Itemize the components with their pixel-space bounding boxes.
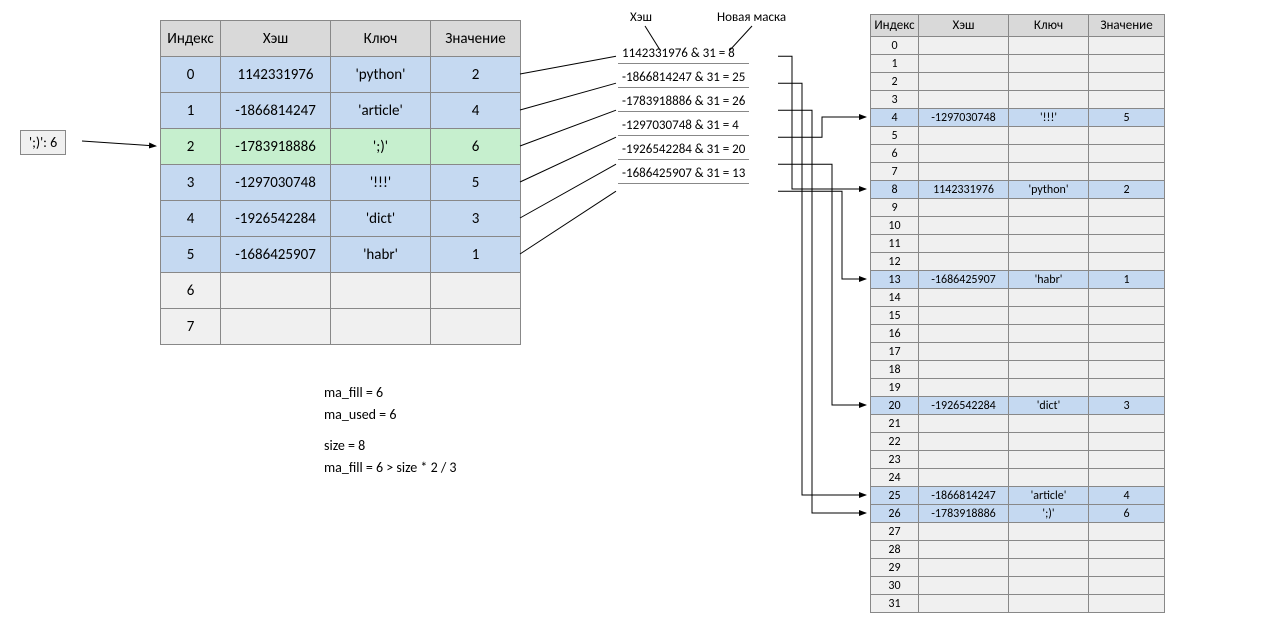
table-row: 4-1926542284'dict'3 <box>161 201 521 237</box>
table-row: 1 <box>871 55 1165 73</box>
right-th-value: Значение <box>1089 15 1165 37</box>
table-row: 81142331976'python'2 <box>871 181 1165 199</box>
table-row: 22 <box>871 433 1165 451</box>
table-row: 16 <box>871 325 1165 343</box>
calc-label-hash: Хэш <box>630 10 652 25</box>
table-row: 29 <box>871 559 1165 577</box>
table-row: 3-1297030748'!!!'5 <box>161 165 521 201</box>
table-row: 27 <box>871 523 1165 541</box>
table-row: 7 <box>161 309 521 345</box>
table-row: 7 <box>871 163 1165 181</box>
table-row: 9 <box>871 199 1165 217</box>
stats-block: ma_fill = 6 ma_used = 6 size = 8 ma_fill… <box>324 382 457 480</box>
left-th-key: Ключ <box>331 21 431 57</box>
table-row: 18 <box>871 361 1165 379</box>
table-row: 19 <box>871 379 1165 397</box>
table-row: 3 <box>871 91 1165 109</box>
right-table: Индекс Хэш Ключ Значение 01234-129703074… <box>870 14 1165 613</box>
table-row: 26-1783918886';)'6 <box>871 505 1165 523</box>
table-row: 2 <box>871 73 1165 91</box>
table-row: 30 <box>871 577 1165 595</box>
table-row: 15 <box>871 307 1165 325</box>
table-row: 11 <box>871 235 1165 253</box>
calc-list: 1142331976 & 31 = 8-1866814247 & 31 = 25… <box>618 40 749 184</box>
table-row: 23 <box>871 451 1165 469</box>
stats-line2: ma_used = 6 <box>324 404 457 426</box>
table-row: 5 <box>871 127 1165 145</box>
stats-line4: ma_fill = 6 > size * 2 / 3 <box>324 457 457 479</box>
table-row: 25-1866814247'article'4 <box>871 487 1165 505</box>
table-row: 2-1783918886';)'6 <box>161 129 521 165</box>
table-row: 6 <box>871 145 1165 163</box>
table-row: 5-1686425907'habr'1 <box>161 237 521 273</box>
calc-row: -1926542284 & 31 = 20 <box>618 136 749 160</box>
table-row: 31 <box>871 595 1165 613</box>
calc-row: -1686425907 & 31 = 13 <box>618 160 749 184</box>
table-row: 14 <box>871 289 1165 307</box>
input-text: ';)': 6 <box>29 134 57 151</box>
left-th-hash: Хэш <box>221 21 331 57</box>
table-row: 28 <box>871 541 1165 559</box>
right-th-key: Ключ <box>1009 15 1089 37</box>
table-row: 10 <box>871 217 1165 235</box>
calc-row: 1142331976 & 31 = 8 <box>618 40 749 64</box>
table-row: 1-1866814247'article'4 <box>161 93 521 129</box>
table-row: 01142331976'python'2 <box>161 57 521 93</box>
left-table: Индекс Хэш Ключ Значение 01142331976'pyt… <box>160 20 521 345</box>
input-box: ';)': 6 <box>20 130 66 155</box>
right-th-hash: Хэш <box>919 15 1009 37</box>
table-row: 17 <box>871 343 1165 361</box>
table-row: 6 <box>161 273 521 309</box>
right-th-index: Индекс <box>871 15 919 37</box>
left-th-index: Индекс <box>161 21 221 57</box>
table-row: 13-1686425907'habr'1 <box>871 271 1165 289</box>
table-row: 24 <box>871 469 1165 487</box>
table-row: 0 <box>871 37 1165 55</box>
table-row: 12 <box>871 253 1165 271</box>
left-th-value: Значение <box>431 21 521 57</box>
stats-line1: ma_fill = 6 <box>324 382 457 404</box>
calc-row: -1866814247 & 31 = 25 <box>618 64 749 88</box>
calc-row: -1297030748 & 31 = 4 <box>618 112 749 136</box>
calc-label-mask: Новая маска <box>717 10 786 25</box>
table-row: 21 <box>871 415 1165 433</box>
table-row: 4-1297030748'!!!'5 <box>871 109 1165 127</box>
stats-line3: size = 8 <box>324 435 457 457</box>
table-row: 20-1926542284'dict'3 <box>871 397 1165 415</box>
calc-row: -1783918886 & 31 = 26 <box>618 88 749 112</box>
